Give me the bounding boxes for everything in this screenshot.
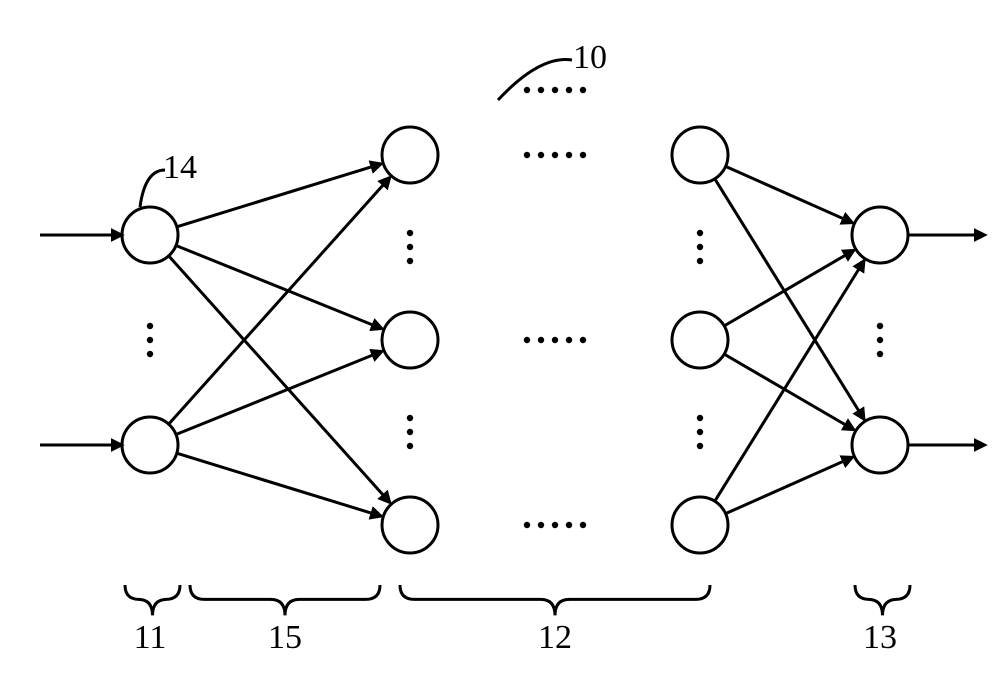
edge (726, 457, 853, 513)
edge (724, 250, 854, 326)
ellipsis-dot (407, 443, 413, 449)
edge (177, 164, 382, 227)
neural-network-diagram: 10 14 11 15 12 13 (0, 0, 1000, 677)
output-node (852, 417, 908, 473)
edge (169, 177, 390, 424)
leader-line (140, 170, 165, 207)
output-node (852, 207, 908, 263)
hidden-a-node (382, 312, 438, 368)
ellipsis-dot (524, 522, 530, 528)
input-node (122, 207, 178, 263)
braces-group (125, 585, 910, 615)
edge (726, 166, 853, 222)
ellipsis-dot (538, 522, 544, 528)
ellipsis-dot (580, 87, 586, 93)
leader-line (498, 60, 572, 101)
label-hidden: 12 (538, 619, 572, 656)
edge (176, 351, 382, 434)
brace (855, 585, 910, 615)
edge (177, 453, 382, 516)
label-weights: 15 (268, 619, 302, 656)
leader-lines-group (140, 60, 572, 208)
ellipsis-dot (697, 429, 703, 435)
edges-group (169, 164, 864, 516)
ellipsis-dot (524, 337, 530, 343)
label-first_node: 14 (163, 149, 197, 186)
ellipsis-dot (566, 152, 572, 158)
ellipsis-dot (566, 522, 572, 528)
ellipsis-dot (147, 337, 153, 343)
ellipsis-dot (407, 244, 413, 250)
brace (400, 585, 710, 615)
ellipsis-dot (552, 337, 558, 343)
hidden-a-node (382, 127, 438, 183)
ellipsis-dot (580, 522, 586, 528)
ellipsis-dot (407, 230, 413, 236)
edge (176, 245, 382, 328)
ellipsis-dot (524, 152, 530, 158)
label-input_layer: 11 (134, 619, 167, 656)
ellipsis-dot (538, 152, 544, 158)
io-arrows-group (40, 235, 985, 445)
ellipsis-dot (407, 429, 413, 435)
ellipsis-dot (877, 323, 883, 329)
ellipsis-dot (552, 522, 558, 528)
ellipses-group (147, 87, 883, 528)
ellipsis-dot (877, 351, 883, 357)
ellipsis-dot (524, 87, 530, 93)
ellipsis-dot (147, 351, 153, 357)
ellipsis-dot (566, 337, 572, 343)
labels-group: 10 14 11 15 12 13 (134, 39, 897, 656)
hidden-b-node (672, 497, 728, 553)
edge (724, 354, 854, 430)
ellipsis-dot (147, 323, 153, 329)
nodes-group (122, 127, 908, 553)
label-nn: 10 (573, 39, 607, 76)
ellipsis-dot (697, 230, 703, 236)
ellipsis-dot (697, 415, 703, 421)
ellipsis-dot (538, 87, 544, 93)
edge (169, 256, 390, 503)
hidden-a-node (382, 497, 438, 553)
ellipsis-dot (697, 443, 703, 449)
input-node (122, 417, 178, 473)
ellipsis-dot (407, 415, 413, 421)
brace (190, 585, 380, 615)
ellipsis-dot (407, 258, 413, 264)
ellipsis-dot (877, 337, 883, 343)
ellipsis-dot (538, 337, 544, 343)
ellipsis-dot (580, 337, 586, 343)
hidden-b-node (672, 127, 728, 183)
ellipsis-dot (552, 152, 558, 158)
ellipsis-dot (566, 87, 572, 93)
ellipsis-dot (580, 152, 586, 158)
ellipsis-dot (552, 87, 558, 93)
brace (125, 585, 180, 615)
label-output: 13 (863, 619, 897, 656)
hidden-b-node (672, 312, 728, 368)
ellipsis-dot (697, 258, 703, 264)
ellipsis-dot (697, 244, 703, 250)
